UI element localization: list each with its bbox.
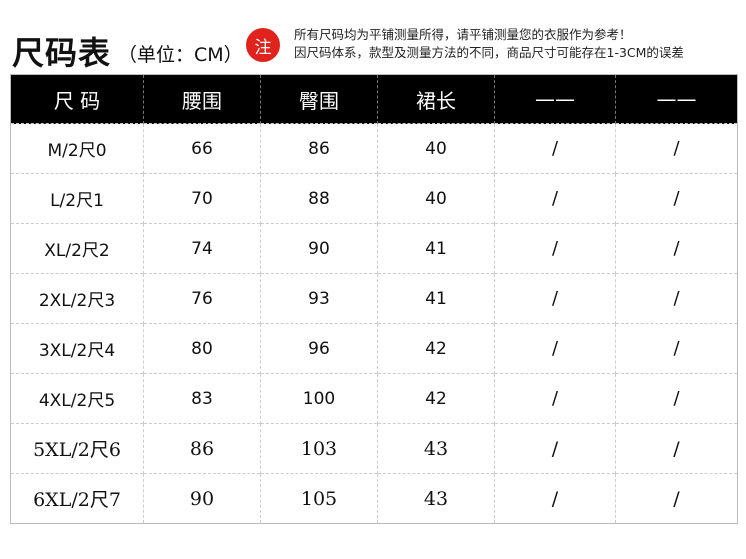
value-cell: / [494, 273, 616, 324]
value-cell: 105 [260, 473, 378, 524]
unit-label: （单位：CM） [118, 44, 243, 66]
value-cell: 96 [260, 323, 378, 374]
value-cell: 83 [143, 373, 261, 424]
size-table: 尺 码腰围 臀围 裙长 —— —— M/2尺0 66 86 40// L/2尺1 70 88 40//… [10, 74, 738, 524]
value-cell: / [615, 373, 738, 424]
column-header: 尺 码 [10, 74, 144, 124]
value-cell: / [494, 473, 616, 524]
value-cell: / [615, 473, 738, 524]
value-cell: 86 [143, 423, 261, 474]
value-cell: / [615, 273, 738, 324]
value-cell: 70 [143, 173, 261, 224]
value-cell: / [615, 323, 738, 374]
table-row: XL/2尺2 74 90 41// [10, 223, 738, 274]
value-cell: / [494, 373, 616, 424]
size-cell: 6XL/2尺7 [10, 473, 144, 524]
value-cell: 74 [143, 223, 261, 274]
column-header: 裙长 [377, 74, 495, 124]
column-header: 腰围 [143, 74, 261, 124]
value-cell: 43 [377, 473, 495, 524]
value-cell: 86 [260, 123, 378, 174]
size-cell: XL/2尺2 [10, 223, 144, 274]
table-row: 4XL/2尺5 83 100 42// [10, 373, 738, 424]
table-header: 尺 码腰围 臀围 裙长 —— —— [10, 74, 738, 124]
value-cell: 103 [260, 423, 378, 474]
note-line: 所有尺码均为平铺测量所得，请平铺测量您的衣服作为参考！ [294, 27, 632, 42]
value-cell: 100 [260, 373, 378, 424]
value-cell: / [615, 173, 738, 224]
value-cell: 93 [260, 273, 378, 324]
value-cell: 42 [377, 373, 495, 424]
value-cell: 42 [377, 323, 495, 374]
value-cell: 90 [143, 473, 261, 524]
column-header: 臀围 [260, 74, 378, 124]
page-title: 尺码表 [12, 34, 112, 72]
value-cell: 41 [377, 223, 495, 274]
value-cell: / [615, 223, 738, 274]
table-row: M/2尺0 66 86 40// [10, 123, 738, 174]
value-cell: 90 [260, 223, 378, 274]
size-cell: M/2尺0 [10, 123, 144, 174]
value-cell: 88 [260, 173, 378, 224]
size-cell: 4XL/2尺5 [10, 373, 144, 424]
table-row: 5XL/2尺6 86 103 43// [10, 423, 738, 474]
value-cell: 40 [377, 123, 495, 174]
size-cell: L/2尺1 [10, 173, 144, 224]
value-cell: / [494, 173, 616, 224]
table-row: L/2尺1 70 88 40// [10, 173, 738, 224]
column-header: —— [494, 74, 616, 124]
value-cell: / [494, 423, 616, 474]
value-cell: / [615, 123, 738, 174]
size-cell: 2XL/2尺3 [10, 273, 144, 324]
note-text: 所有尺码均为平铺测量所得，请平铺测量您的衣服作为参考！ 因尺码体系，款型及测量方… [294, 26, 684, 62]
value-cell: 43 [377, 423, 495, 474]
table-row: 3XL/2尺4 80 96 42// [10, 323, 738, 374]
value-cell: 76 [143, 273, 261, 324]
value-cell: 41 [377, 273, 495, 324]
table-row: 6XL/2尺7 90 105 43// [10, 473, 738, 524]
table-row: 2XL/2尺3 76 93 41// [10, 273, 738, 324]
size-cell: 3XL/2尺4 [10, 323, 144, 374]
column-header: —— [615, 74, 738, 124]
note-line: 因尺码体系，款型及测量方法的不同，商品尺寸可能存在1-3CM的误差 [294, 45, 684, 60]
value-cell: 80 [143, 323, 261, 374]
value-cell: / [494, 123, 616, 174]
note-badge: 注 [246, 28, 280, 62]
value-cell: / [615, 423, 738, 474]
value-cell: / [494, 223, 616, 274]
value-cell: 40 [377, 173, 495, 224]
value-cell: 66 [143, 123, 261, 174]
size-cell: 5XL/2尺6 [10, 423, 144, 474]
value-cell: / [494, 323, 616, 374]
